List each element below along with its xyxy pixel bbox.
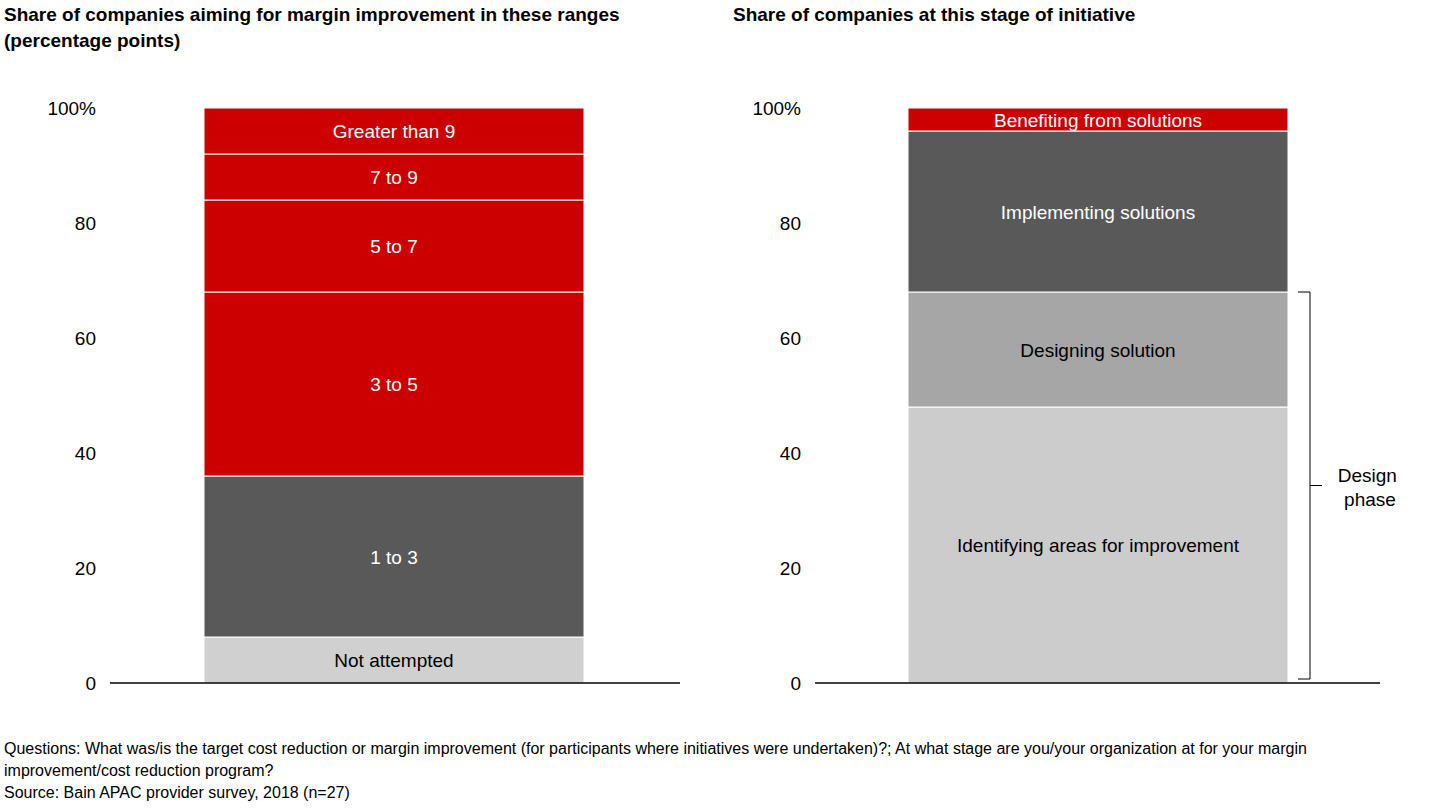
- footer: Questions: What was/is the target cost r…: [4, 738, 1424, 804]
- y-tick-label: 60: [780, 328, 801, 349]
- y-tick-label: 20: [780, 558, 801, 579]
- bar-segment: [204, 637, 584, 683]
- bar-segment: [204, 108, 584, 154]
- segment-labels: Not attempted 1 to 3 3 to 5 5 to 7 7 to 9 Gre…: [333, 121, 456, 671]
- segment-label: Benefiting from solutions: [994, 110, 1202, 131]
- bar-segment: [204, 200, 584, 292]
- segment-label: Designing solution: [1020, 340, 1175, 361]
- y-tick-label: 20: [75, 558, 96, 579]
- y-tick-label: 80: [75, 213, 96, 234]
- y-tick-label: 100%: [47, 98, 96, 119]
- x-axis-line: [110, 682, 680, 684]
- chart-title: Share of companies at this stage of init…: [733, 2, 1433, 28]
- y-tick-label: 40: [75, 443, 96, 464]
- footnote-source: Source: Bain APAC provider survey, 2018 …: [4, 782, 1424, 804]
- bar-segment: [908, 131, 1288, 292]
- segment-label: Greater than 9: [333, 121, 456, 142]
- x-axis-line: [815, 682, 1380, 684]
- chart-title: Share of companies aiming for margin imp…: [4, 2, 699, 54]
- segment-label: Not attempted: [334, 650, 453, 671]
- footnote-questions: Questions: What was/is the target cost r…: [4, 738, 1424, 782]
- segment-label: 3 to 5: [370, 374, 418, 395]
- bar-segment: [908, 407, 1288, 683]
- segment-label: 5 to 7: [370, 236, 418, 257]
- bracket-tick: [1310, 485, 1322, 486]
- segment-label: Implementing solutions: [1001, 202, 1195, 223]
- y-tick-label: 80: [780, 213, 801, 234]
- y-tick-label: 100%: [752, 98, 801, 119]
- bracket: [1298, 292, 1310, 679]
- segment-labels: Identifying areas for improvement Designi…: [957, 110, 1240, 557]
- bars: [908, 108, 1288, 683]
- y-tick-label: 0: [790, 673, 801, 694]
- annotation: Design phase: [1338, 465, 1402, 510]
- bar-segment: [908, 108, 1288, 131]
- y-tick-label: 0: [85, 673, 96, 694]
- bar-segment: [204, 292, 584, 476]
- bars: [204, 108, 584, 683]
- bar-segment: [204, 154, 584, 200]
- y-tick-label: 60: [75, 328, 96, 349]
- segment-label: 7 to 9: [370, 167, 418, 188]
- segment-label: Identifying areas for improvement: [957, 535, 1240, 556]
- y-tick-label: 40: [780, 443, 801, 464]
- segment-label: 1 to 3: [370, 547, 418, 568]
- chart-canvas: 0 20 40 60 80 100% Not attempted 1 to 3 3 to 5 5 …: [0, 0, 1440, 810]
- bar-segment: [204, 476, 584, 637]
- bar-segment: [908, 292, 1288, 407]
